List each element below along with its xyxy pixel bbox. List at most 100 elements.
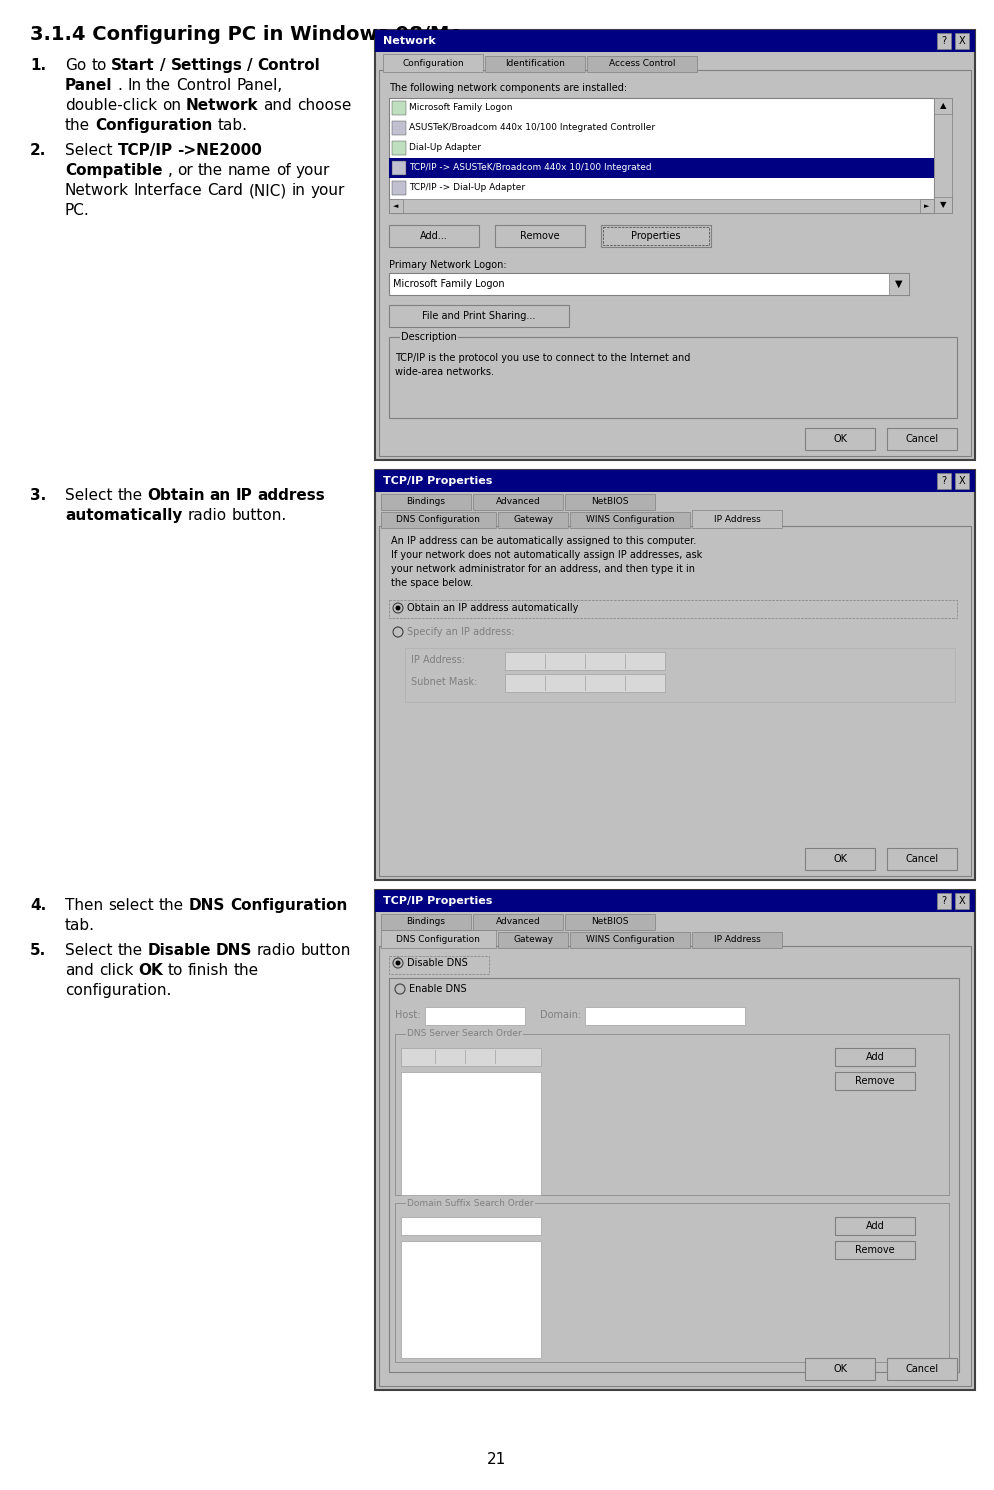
Bar (389, 225, 478, 247)
Text: and: and (65, 963, 93, 977)
Text: Cancel: Cancel (905, 1363, 937, 1374)
Text: Domain:: Domain: (540, 1010, 580, 1021)
Text: File and Print Sharing...: File and Print Sharing... (421, 311, 535, 320)
Text: ASUSTeK/Broadcom 440x 10/100 Integrated Controller: ASUSTeK/Broadcom 440x 10/100 Integrated … (409, 124, 654, 133)
Text: select: select (108, 898, 154, 913)
Bar (392, 101, 406, 115)
Bar (405, 648, 954, 702)
Bar (379, 526, 970, 876)
Bar (565, 913, 654, 930)
Bar (954, 472, 968, 489)
Text: Gateway: Gateway (513, 516, 553, 524)
Text: Microsoft Family Logon: Microsoft Family Logon (393, 279, 504, 289)
Text: the: the (65, 118, 90, 133)
Text: PC.: PC. (65, 203, 89, 218)
Text: OK: OK (832, 434, 846, 444)
Bar (389, 337, 956, 419)
Bar (936, 893, 950, 909)
Text: tab.: tab. (217, 118, 247, 133)
Bar (379, 70, 970, 456)
Bar (933, 98, 951, 213)
Text: Go: Go (65, 58, 86, 73)
Text: OK: OK (138, 963, 162, 977)
Text: Microsoft Family Logon: Microsoft Family Logon (409, 103, 512, 113)
Bar (395, 1202, 948, 1362)
Bar (375, 469, 974, 492)
Text: 3.1.4 Configuring PC in Windows 98/Me: 3.1.4 Configuring PC in Windows 98/Me (30, 25, 462, 45)
Text: 5.: 5. (30, 943, 46, 958)
Bar (389, 158, 933, 177)
Text: the: the (146, 77, 171, 92)
Bar (933, 197, 951, 213)
Text: 1.: 1. (30, 58, 46, 73)
Text: Select: Select (65, 943, 112, 958)
Text: X: X (958, 895, 964, 906)
Text: and: and (263, 98, 292, 113)
Text: Panel: Panel (65, 77, 112, 92)
Text: button.: button. (231, 508, 286, 523)
Text: ▼: ▼ (938, 201, 945, 210)
Text: 2.: 2. (30, 143, 47, 158)
Text: DNS Configuration: DNS Configuration (396, 516, 479, 524)
Text: the space below.: the space below. (391, 578, 473, 589)
Bar (919, 200, 933, 213)
Bar (602, 226, 709, 244)
Bar (381, 913, 470, 930)
Bar (389, 957, 488, 974)
Bar (379, 946, 970, 1386)
Text: Bindings: Bindings (407, 918, 445, 927)
Text: NetBIOS: NetBIOS (590, 498, 628, 507)
Text: TCP/IP Properties: TCP/IP Properties (383, 475, 492, 486)
Text: choose: choose (296, 98, 351, 113)
Bar (494, 225, 584, 247)
Bar (565, 495, 654, 510)
Text: your: your (295, 162, 330, 177)
Text: Domain Suffix Search Order: Domain Suffix Search Order (407, 1198, 533, 1207)
Bar (888, 273, 909, 295)
Text: TCP/IP Properties: TCP/IP Properties (383, 895, 492, 906)
Bar (505, 653, 664, 670)
Bar (381, 930, 495, 948)
Bar (375, 469, 974, 881)
Text: radio: radio (187, 508, 227, 523)
Text: Disable DNS: Disable DNS (407, 958, 467, 969)
Text: OK: OK (832, 854, 846, 864)
Bar (834, 1071, 914, 1091)
Text: In: In (127, 77, 141, 92)
Bar (389, 600, 956, 618)
Bar (834, 1241, 914, 1259)
Text: Configuration: Configuration (230, 898, 347, 913)
Bar (472, 495, 563, 510)
Text: IP Address: IP Address (713, 514, 759, 523)
Text: If your network does not automatically assign IP addresses, ask: If your network does not automatically a… (391, 550, 702, 560)
Text: Control: Control (176, 77, 232, 92)
Bar (886, 848, 956, 870)
Text: WINS Configuration: WINS Configuration (585, 516, 674, 524)
Text: IP Address:: IP Address: (411, 656, 464, 665)
Text: Disable: Disable (147, 943, 211, 958)
Text: your: your (310, 183, 344, 198)
Bar (505, 673, 664, 691)
Text: Obtain an IP address automatically: Obtain an IP address automatically (407, 603, 578, 612)
Text: Card: Card (208, 183, 244, 198)
Bar (389, 977, 958, 1372)
Text: Identification: Identification (505, 60, 565, 69)
Text: wide-area networks.: wide-area networks. (395, 367, 493, 377)
Bar (389, 200, 403, 213)
Text: ?: ? (940, 895, 945, 906)
Bar (383, 54, 482, 72)
Text: radio: radio (256, 943, 296, 958)
Text: Description: Description (401, 332, 456, 343)
Text: Start: Start (111, 58, 155, 73)
Text: Select: Select (65, 489, 112, 504)
Bar (954, 33, 968, 49)
Text: Advanced: Advanced (495, 498, 540, 507)
Text: Add: Add (865, 1220, 884, 1231)
Text: Interface: Interface (134, 183, 203, 198)
Text: NetBIOS: NetBIOS (590, 918, 628, 927)
Text: The following network components are installed:: The following network components are ins… (389, 83, 626, 92)
Text: Dial-Up Adapter: Dial-Up Adapter (409, 143, 480, 152)
Text: click: click (98, 963, 133, 977)
Bar (375, 30, 974, 52)
Bar (834, 1217, 914, 1235)
